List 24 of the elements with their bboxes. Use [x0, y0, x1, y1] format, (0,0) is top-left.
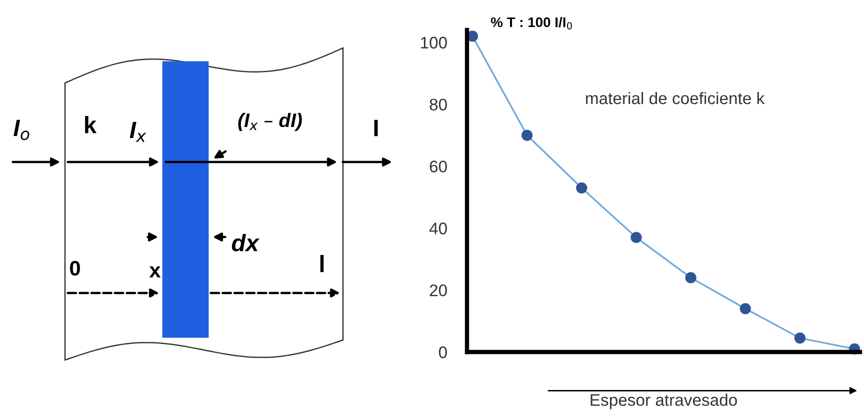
y-tick-label: 40 — [429, 222, 447, 234]
text: (I$_{x}$ – dI) — [238, 112, 302, 131]
point — [576, 182, 588, 194]
point — [740, 303, 751, 314]
point — [630, 232, 642, 243]
text: dx — [232, 234, 260, 252]
y-tick-label: 80 — [430, 98, 447, 111]
point — [521, 130, 533, 141]
chart-title: % T : 100 I/I$_{0}$ — [490, 16, 572, 30]
text: 0 — [70, 260, 80, 276]
y-tick-label: 20 — [430, 284, 447, 296]
y-tick-label: 60 — [430, 160, 447, 172]
text: x — [149, 266, 161, 278]
point — [685, 272, 696, 284]
text: I$_{o}$ — [14, 120, 30, 140]
annotation: material de coeficiente k — [586, 92, 765, 104]
y-tick-label: 100 — [421, 36, 447, 49]
point — [794, 332, 806, 344]
text: k — [85, 116, 97, 134]
y-tick-label: 0 — [438, 346, 447, 358]
x-axis-title: Espesor atravesado — [590, 394, 737, 410]
text: l — [320, 254, 324, 272]
text: I$_{x}$ — [130, 122, 146, 142]
text: I — [374, 120, 378, 136]
